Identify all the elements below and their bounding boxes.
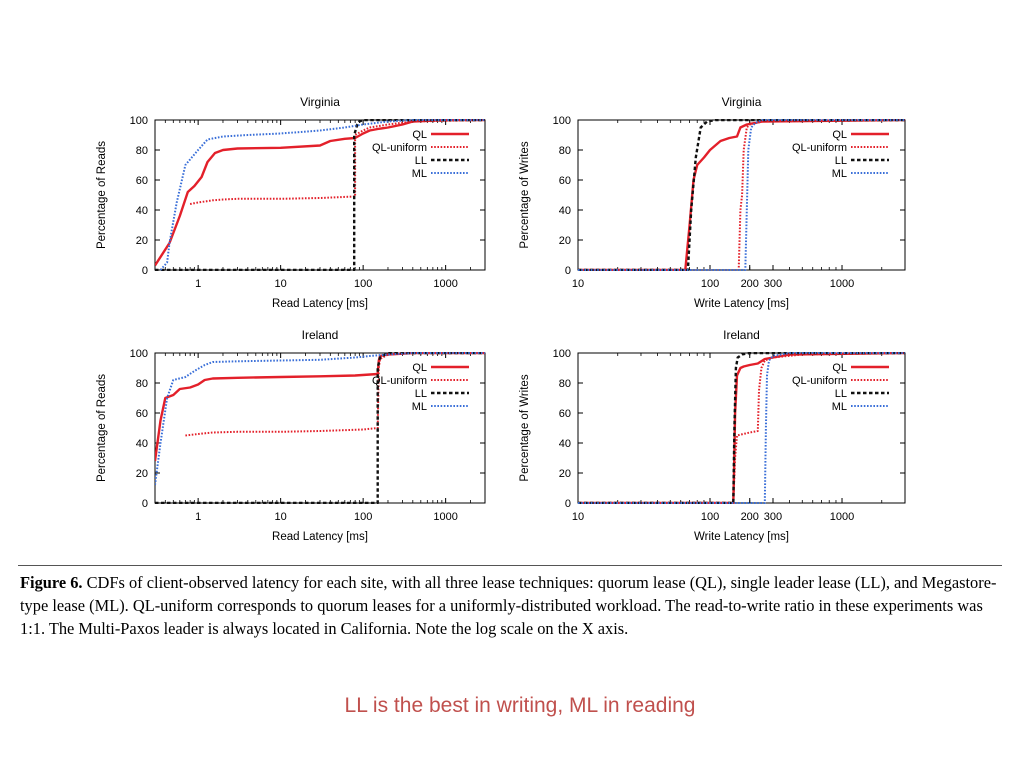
legend-label: LL — [415, 388, 427, 400]
series-line-ml — [159, 119, 485, 271]
legend-label: QL-uniform — [792, 142, 847, 154]
legend-label: QL — [832, 362, 847, 374]
legend-label: ML — [832, 168, 847, 180]
series-line-ql — [155, 119, 485, 267]
x-tick-label: 1000 — [830, 511, 854, 523]
series-line-ql-uniform — [185, 352, 485, 437]
y-tick-label: 0 — [565, 265, 571, 277]
x-tick-label: 100 — [354, 278, 372, 290]
series-line-ml — [578, 119, 905, 271]
y-tick-label: 40 — [136, 205, 148, 217]
series-line-ql-uniform — [189, 119, 485, 205]
y-tick-label: 20 — [136, 468, 148, 480]
chart-panel-3: 0 20 40 60 80 100 1 10 100 1000 Ireland Read Latenc… — [96, 328, 486, 543]
figure-caption: Figure 6. CDFs of client-observed latenc… — [20, 571, 1004, 640]
x-axis-label: Read Latency [ms] — [272, 531, 368, 543]
legend-label: QL-uniform — [372, 375, 427, 387]
series-line-ql-uniform — [578, 119, 905, 271]
y-tick-label: 60 — [136, 175, 148, 187]
legend-label: ML — [832, 401, 847, 413]
series-line-ql — [578, 119, 905, 271]
x-tick-label: 100 — [701, 511, 719, 523]
chart-title: Virginia — [722, 95, 762, 109]
x-tick-label: 300 — [764, 278, 782, 290]
y-tick-label: 40 — [559, 205, 571, 217]
y-tick-label: 80 — [136, 145, 148, 157]
legend-label: QL — [412, 129, 427, 141]
legend-label: QL — [832, 129, 847, 141]
y-tick-label: 100 — [130, 348, 148, 360]
series-line-ql-uniform — [578, 352, 905, 504]
y-tick-label: 100 — [553, 348, 571, 360]
y-tick-label: 60 — [136, 408, 148, 420]
y-tick-label: 80 — [136, 378, 148, 390]
caption-divider — [18, 565, 1002, 566]
series-line-ll — [155, 352, 485, 504]
x-tick-label: 10 — [572, 511, 584, 523]
x-tick-label: 100 — [701, 278, 719, 290]
legend-label: ML — [412, 401, 427, 413]
x-tick-label: 10 — [572, 278, 584, 290]
series-line-ll — [578, 119, 905, 271]
chart-title: Virginia — [300, 95, 340, 109]
chart-panel-2: 0 20 40 60 80 100 10 100 200 300 1000 Virginia Write… — [519, 95, 906, 310]
y-tick-label: 40 — [559, 438, 571, 450]
x-tick-label: 10 — [275, 278, 287, 290]
legend-label: ML — [412, 168, 427, 180]
x-tick-label: 100 — [354, 511, 372, 523]
series-line-ml — [155, 352, 485, 486]
x-axis-label: Write Latency [ms] — [694, 298, 789, 310]
series-line-ll — [155, 119, 485, 271]
y-axis-label: Percentage of Writes — [519, 141, 531, 248]
chart-title: Ireland — [723, 328, 760, 342]
y-axis-label: Percentage of Reads — [96, 374, 108, 482]
plot-frame — [577, 119, 906, 271]
series-line-ml — [578, 352, 905, 504]
y-tick-label: 20 — [136, 235, 148, 247]
series-line-ll — [578, 352, 905, 504]
y-tick-label: 100 — [553, 115, 571, 127]
chart-panel-4: 0 20 40 60 80 100 10 100 200 300 1000 Ireland Write … — [519, 328, 906, 543]
y-tick-label: 0 — [565, 498, 571, 510]
x-tick-label: 200 — [741, 511, 759, 523]
legend-label: QL-uniform — [792, 375, 847, 387]
x-tick-label: 1 — [195, 511, 201, 523]
y-tick-label: 100 — [130, 115, 148, 127]
y-tick-label: 0 — [142, 498, 148, 510]
slide-note: LL is the best in writing, ML in reading — [344, 694, 696, 717]
y-axis-label: Percentage of Writes — [519, 374, 531, 481]
y-tick-label: 60 — [559, 408, 571, 420]
y-tick-label: 80 — [559, 378, 571, 390]
legend-label: LL — [835, 388, 847, 400]
x-tick-label: 200 — [741, 278, 759, 290]
chart-title: Ireland — [302, 328, 339, 342]
legend-label: QL-uniform — [372, 142, 427, 154]
caption-text: CDFs of client-observed latency for each… — [20, 573, 997, 638]
y-tick-label: 20 — [559, 235, 571, 247]
caption-label: Figure 6. — [20, 573, 83, 592]
plot-frame — [577, 352, 906, 504]
series-line-ql — [578, 352, 905, 504]
y-tick-label: 40 — [136, 438, 148, 450]
legend-label: LL — [415, 155, 427, 167]
x-tick-label: 1 — [195, 278, 201, 290]
x-tick-label: 1000 — [433, 278, 457, 290]
chart-panel-1: 0 20 40 60 80 100 1 10 100 1000 Virginia Read Laten… — [96, 95, 486, 310]
legend-label: LL — [835, 155, 847, 167]
x-tick-label: 300 — [764, 511, 782, 523]
y-tick-label: 0 — [142, 265, 148, 277]
x-tick-label: 10 — [275, 511, 287, 523]
legend-label: QL — [412, 362, 427, 374]
y-tick-label: 20 — [559, 468, 571, 480]
x-axis-label: Write Latency [ms] — [694, 531, 789, 543]
x-tick-label: 1000 — [433, 511, 457, 523]
x-tick-label: 1000 — [830, 278, 854, 290]
y-tick-label: 60 — [559, 175, 571, 187]
x-axis-label: Read Latency [ms] — [272, 298, 368, 310]
y-tick-label: 80 — [559, 145, 571, 157]
y-axis-label: Percentage of Reads — [96, 141, 108, 249]
